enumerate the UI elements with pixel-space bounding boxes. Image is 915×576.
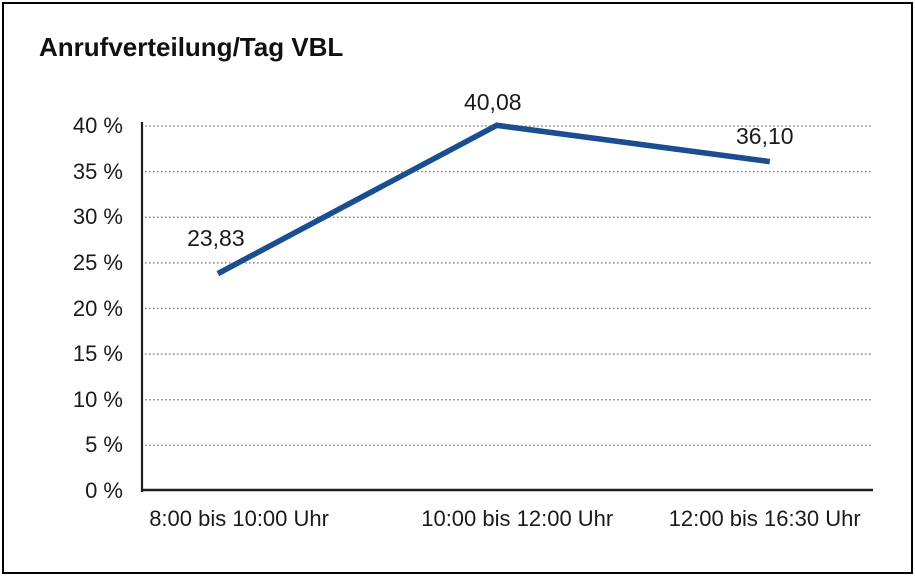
x-tick-label: 12:00 bis 16:30 Uhr [668,506,861,531]
series-line [216,122,771,277]
y-tick-label: 40 % [72,113,123,138]
y-tick-label: 10 % [72,386,123,412]
y-tick-label: 15 % [72,341,123,367]
x-tick-label: 10:00 bis 12:00 Uhr [421,506,614,531]
data-label: 23,83 [187,224,245,251]
y-tick-label: 30 % [72,204,123,230]
plot-area [140,122,873,492]
chart-title: Anrufverteilung/Tag VBL [39,32,344,62]
line-chart-svg [140,122,873,492]
data-label: 40,08 [463,89,522,116]
data-label: 36,10 [736,122,794,149]
y-tick-label: 25 % [72,249,123,275]
y-tick-label: 0 % [85,478,123,503]
x-tick-label: 8:00 bis 10:00 Uhr [149,506,329,531]
y-tick-label: 5 % [85,432,123,458]
y-tick-label: 20 % [72,295,123,321]
y-tick-label: 35 % [72,158,123,184]
